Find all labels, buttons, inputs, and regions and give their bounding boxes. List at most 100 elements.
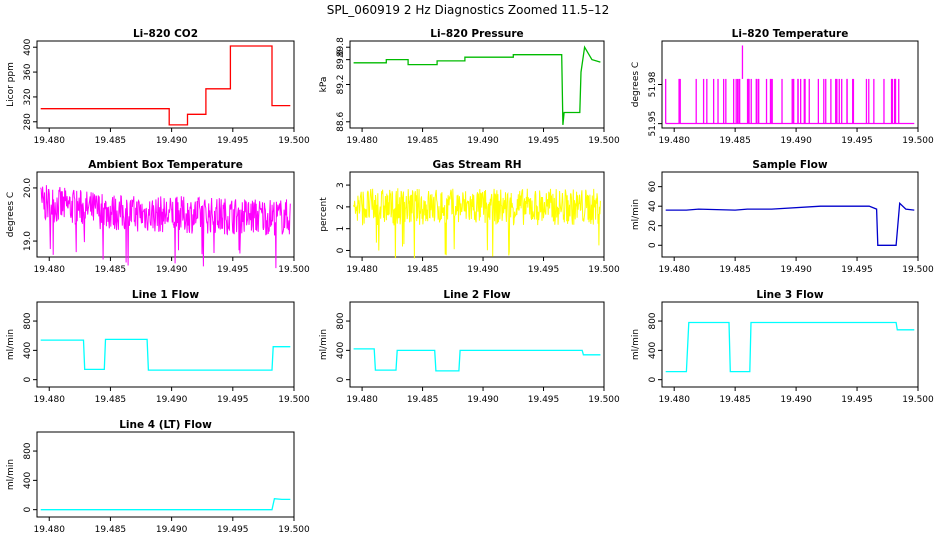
- x-tick-label: 19.495: [217, 265, 249, 275]
- x-tick-label: 19.500: [278, 525, 310, 535]
- x-tick-label: 19.490: [156, 525, 188, 535]
- y-tick-label: 89.2: [336, 74, 346, 94]
- panel-6: Sample Flow 19.480 19.485 19.490 19.495 19.50…: [631, 159, 934, 275]
- x-tick-label: 19.485: [407, 395, 439, 405]
- x-tick-label: 19.490: [780, 136, 812, 146]
- panel-title: Li–820 Pressure: [430, 28, 523, 40]
- x-tick-label: 19.485: [407, 265, 439, 275]
- y-axis-label: degrees C: [631, 62, 641, 107]
- y-tick-label: 0: [23, 507, 33, 513]
- panel-10: Line 4 (LT) Flow 19.480 19.485 19.490 19.495…: [6, 419, 310, 535]
- x-tick-label: 19.490: [156, 395, 188, 405]
- panel-title: Line 2 Flow: [443, 289, 510, 301]
- y-tick-label: 19.0: [23, 231, 33, 251]
- panel-3: Li–820 Temperature 19.480 19.485 19.490 19.4…: [631, 28, 934, 146]
- y-tick-label: 800: [23, 312, 33, 329]
- x-tick-label: 19.485: [719, 136, 751, 146]
- x-tick-label: 19.480: [658, 265, 690, 275]
- x-tick-label: 19.495: [841, 265, 873, 275]
- x-tick-label: 19.480: [346, 395, 378, 405]
- panel-title: Gas Stream RH: [432, 159, 521, 171]
- x-tick-label: 19.495: [528, 136, 560, 146]
- x-tick-label: 19.500: [278, 395, 310, 405]
- y-tick-label: 40: [648, 200, 658, 212]
- y-tick-label: 20: [648, 220, 658, 232]
- panel-5: Gas Stream RH 19.480 19.485 19.490 19.495 19.…: [319, 159, 620, 275]
- x-tick-label: 19.495: [528, 265, 560, 275]
- x-tick-label: 19.495: [841, 395, 873, 405]
- data-series: [665, 321, 915, 373]
- panel-4: Ambient Box Temperature 19.480 19.485 19.49…: [6, 159, 310, 275]
- y-tick-label: 360: [23, 63, 33, 80]
- y-tick-label: 280: [23, 113, 33, 130]
- x-tick-label: 19.490: [467, 265, 499, 275]
- data-series: [40, 338, 291, 371]
- panel-7: Line 1 Flow 19.480 19.485 19.490 19.495 19.50…: [6, 289, 310, 405]
- x-tick-label: 19.480: [658, 136, 690, 146]
- x-tick-label: 19.485: [95, 136, 127, 146]
- x-tick-label: 19.490: [467, 395, 499, 405]
- x-tick-label: 19.490: [156, 265, 188, 275]
- plot-frame: [36, 301, 295, 388]
- x-tick-label: 19.485: [95, 525, 127, 535]
- x-tick-label: 19.495: [217, 395, 249, 405]
- y-tick-label: 1: [336, 226, 346, 232]
- x-tick-label: 19.485: [95, 265, 127, 275]
- panel-2: Li–820 Pressure 19.480 19.485 19.490 19.495 1…: [319, 28, 620, 146]
- x-tick-label: 19.490: [156, 136, 188, 146]
- panel-title: Sample Flow: [752, 159, 827, 171]
- data-series: [665, 201, 915, 246]
- y-axis-label: percent: [319, 197, 329, 232]
- panel-title: Line 1 Flow: [132, 289, 199, 301]
- y-tick-label: 3: [336, 182, 346, 188]
- y-tick-label: 400: [23, 38, 33, 55]
- y-axis-label: ml/min: [631, 199, 641, 230]
- x-tick-label: 19.485: [719, 395, 751, 405]
- data-series: [40, 45, 291, 126]
- x-tick-label: 19.490: [780, 395, 812, 405]
- y-tick-label: 0: [336, 247, 346, 253]
- x-tick-label: 19.500: [902, 265, 934, 275]
- x-tick-label: 19.495: [841, 136, 873, 146]
- plot-frame: [661, 301, 919, 388]
- plot-frame: [349, 40, 605, 129]
- x-tick-label: 19.485: [719, 265, 751, 275]
- y-tick-label: 20.0: [23, 178, 33, 198]
- y-tick-label: 89.6: [336, 49, 346, 69]
- y-axis-label: ml/min: [319, 329, 329, 360]
- y-tick-label: 60: [648, 181, 658, 193]
- x-tick-label: 19.495: [217, 525, 249, 535]
- y-tick-label: 0: [648, 377, 658, 383]
- y-tick-label: 800: [336, 312, 346, 329]
- data-series: [353, 348, 601, 372]
- panel-9: Line 3 Flow 19.480 19.485 19.490 19.495 19.50…: [631, 289, 934, 405]
- x-tick-label: 19.485: [95, 395, 127, 405]
- y-axis-label: Licor ppm: [6, 62, 16, 107]
- data-series: [353, 188, 601, 259]
- x-tick-label: 19.480: [33, 525, 65, 535]
- plot-frame: [36, 40, 295, 129]
- plot-frame: [349, 171, 605, 258]
- plot-frame: [661, 40, 919, 129]
- y-tick-label: 400: [23, 342, 33, 359]
- x-tick-label: 19.495: [528, 395, 560, 405]
- y-tick-label: 2: [336, 204, 346, 210]
- x-tick-label: 19.480: [658, 395, 690, 405]
- x-tick-label: 19.500: [588, 395, 620, 405]
- y-tick-label: 51.98: [648, 71, 658, 97]
- data-series: [40, 185, 291, 269]
- plot-frame: [661, 171, 919, 258]
- y-tick-label: 400: [336, 342, 346, 359]
- plot-frame: [36, 171, 295, 258]
- x-tick-label: 19.500: [588, 136, 620, 146]
- x-tick-label: 19.490: [467, 136, 499, 146]
- panel-title: Ambient Box Temperature: [88, 159, 243, 171]
- y-axis-label: ml/min: [631, 329, 641, 360]
- y-tick-label: 800: [648, 312, 658, 329]
- y-axis-label: ml/min: [6, 329, 16, 360]
- x-tick-label: 19.480: [33, 265, 65, 275]
- y-tick-label: 320: [23, 88, 33, 105]
- y-tick-label: 800: [23, 442, 33, 459]
